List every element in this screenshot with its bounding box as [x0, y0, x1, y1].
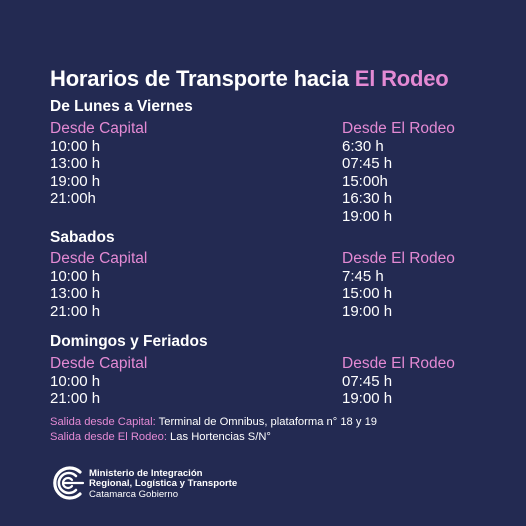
time-entry: 19:00 h [342, 207, 393, 225]
org-line-2: Regional, Logística y Transporte [89, 478, 238, 490]
sundays-from-el-rodeo: Desde El Rodeo 07:45 h 19:00 h [342, 355, 455, 408]
weekdays-from-capital: Desde Capital 10:00 h 13:00 h 19:00 h 21… [50, 120, 147, 208]
time-entry: 7:45 h [342, 267, 384, 285]
poster-title: Horarios de Transporte hacia El Rodeo [50, 66, 449, 92]
ministry-c-logo-icon [53, 466, 85, 500]
time-entry: 21:00 h [50, 302, 101, 320]
column-header: Desde Capital [50, 120, 148, 137]
org-line-3: Catamarca Gobierno [89, 488, 179, 500]
note-label: Salida desde El Rodeo: [50, 431, 167, 443]
time-entry: 6:30 h [342, 137, 384, 155]
time-entry: 13:00 h [50, 285, 101, 303]
title-highlight: El Rodeo [354, 66, 449, 91]
weekdays-from-el-rodeo: Desde El Rodeo 6:30 h 07:45 h 15:00h 16:… [342, 120, 455, 226]
section-heading-sundays-holidays: Domingos y Feriados [50, 333, 208, 350]
time-entry: 13:00 h [50, 155, 101, 173]
column-header: Desde El Rodeo [342, 120, 455, 137]
note-value: Las Hortencias S/N° [170, 431, 271, 443]
time-entry: 19:00 h [342, 302, 393, 320]
time-entry: 10:00 h [50, 267, 101, 285]
time-entry: 16:30 h [342, 190, 393, 208]
time-entry: 21:00 h [50, 390, 101, 408]
saturdays-from-el-rodeo: Desde El Rodeo 7:45 h 15:00 h 19:00 h [342, 250, 455, 320]
organization-name: Ministerio de Integración Regional, Logí… [89, 468, 238, 500]
time-entry: 10:00 h [50, 372, 101, 390]
column-header: Desde El Rodeo [342, 250, 455, 267]
column-header: Desde Capital [50, 355, 148, 372]
time-entry: 07:45 h [342, 372, 393, 390]
sundays-from-capital: Desde Capital 10:00 h 21:00 h [50, 355, 147, 408]
note-value: Terminal de Omnibus, plataforma n° 18 y … [158, 416, 378, 428]
saturdays-from-capital: Desde Capital 10:00 h 13:00 h 21:00 h [50, 250, 147, 320]
time-entry: 15:00h [342, 172, 388, 190]
section-heading-weekdays: De Lunes a Viernes [50, 98, 193, 115]
time-entry: 21:00h [50, 190, 96, 208]
time-entry: 19:00 h [342, 390, 393, 408]
org-line-1: Ministerio de Integración [89, 468, 203, 479]
time-entry: 19:00 h [50, 172, 101, 190]
time-entry: 07:45 h [342, 155, 393, 173]
time-entry: 10:00 h [50, 137, 101, 155]
column-header: Desde Capital [50, 250, 148, 267]
title-main: Horarios de Transporte hacia [50, 66, 349, 91]
departure-note-capital: Salida desde Capital: Terminal de Omnibu… [50, 416, 377, 428]
section-heading-saturdays: Sabados [50, 229, 115, 246]
time-entry: 15:00 h [342, 285, 393, 303]
departure-note-el-rodeo: Salida desde El Rodeo: Las Hortencias S/… [50, 431, 271, 443]
note-label: Salida desde Capital: [50, 416, 156, 428]
column-header: Desde El Rodeo [342, 355, 455, 372]
